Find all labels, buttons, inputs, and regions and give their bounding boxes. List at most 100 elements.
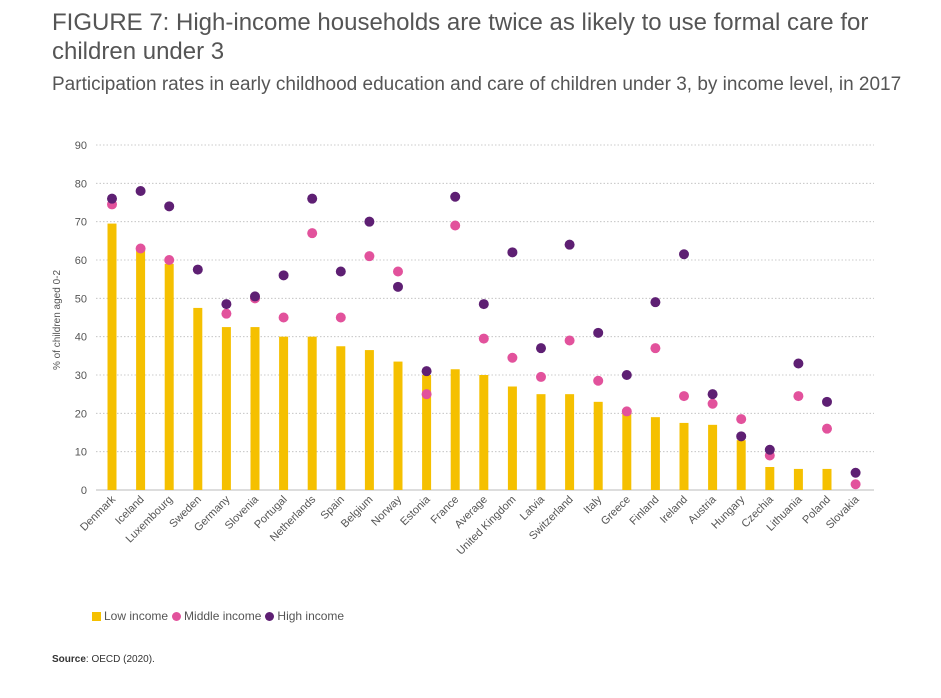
bar-low-income [536,394,546,490]
y-tick-label: 60 [75,255,87,267]
dot-high-income [650,297,661,308]
bar-low-income [765,467,775,490]
dot-middle-income [736,414,747,425]
bar-low-income [364,350,374,490]
bar-low-income [622,409,632,490]
dot-middle-income [307,228,318,239]
dot-middle-income [850,479,861,490]
bar-low-income [250,327,260,490]
dot-middle-income [564,335,575,346]
x-tick-label: Italy [582,493,605,516]
dot-high-income [450,191,461,202]
x-tick-label: Norway [369,493,404,528]
bar-low-income [679,422,689,490]
dot-middle-income [593,375,604,386]
dot-middle-income [822,423,832,434]
legend: Low income Middle income High income [92,609,348,623]
x-tick-label: Estonia [398,493,433,528]
y-tick-label: 20 [75,408,87,420]
bar-low-income [422,375,432,490]
dot-middle-income [536,371,546,382]
bar-low-income [479,375,489,490]
y-tick-label: 40 [75,332,87,344]
bar-low-income [708,424,718,490]
source-text: : OECD (2020). [85,654,155,665]
figure-subtitle: Participation rates in early childhood e… [52,74,902,95]
dot-high-income [850,467,861,478]
dot-middle-income [650,343,661,354]
dot-high-income [679,249,689,260]
legend-item-middle: Middle income [172,609,261,623]
dot-high-income [364,216,375,227]
high-income-dots [107,186,861,478]
source-label: Source [52,654,86,665]
dot-high-income [793,358,804,369]
dot-high-income [764,444,775,455]
x-tick-label: Finland [628,494,662,528]
dot-high-income [192,264,203,275]
middle-income-dots [107,199,861,490]
dot-high-income [278,270,289,281]
source-note: Source: OECD (2020). [52,654,155,665]
y-tick-label: 30 [75,370,87,382]
dot-middle-income [621,406,632,417]
bar-low-income [736,440,746,490]
bar-low-income [593,401,603,490]
dot-middle-income [478,333,489,344]
y-tick-label: 50 [75,293,87,305]
low-income-bars [107,223,832,491]
dot-high-income [707,389,718,400]
dot-middle-income [450,220,461,231]
legend-item-low: Low income [92,609,168,623]
y-tick-label: 80 [75,178,87,190]
participation-chart: 0 10 20 30 40 50 60 70 80 90 % of children aged 0… [52,140,874,557]
dot-high-income [421,366,432,377]
y-tick-label: 90 [75,140,87,152]
bar-low-income [107,223,117,491]
bar-low-income [650,417,660,490]
bar-low-income [193,307,203,490]
dot-high-income [593,327,604,338]
legend-label-middle: Middle income [184,609,262,623]
y-axis-ticks: 0 10 20 30 40 50 60 70 80 90 [75,140,87,497]
legend-item-high: High income [265,609,344,623]
bar-low-income [307,336,317,490]
bar-low-income [822,468,832,490]
y-tick-label: 10 [75,447,87,459]
dot-middle-income [221,308,232,319]
dot-middle-income [507,352,518,363]
legend-label-high: High income [277,609,345,623]
dot-middle-income [679,391,689,402]
dot-middle-income [135,243,146,254]
dot-high-income [135,186,146,196]
dot-middle-income [421,389,432,400]
bar-low-income [507,386,517,490]
dot-high-income [107,193,117,204]
bar-low-income [565,394,575,490]
bar-low-income [393,361,403,490]
dot-middle-income [335,312,346,323]
x-tick-label: Ireland [658,494,690,526]
bar-low-income [136,250,146,490]
bar-low-income [793,468,803,490]
legend-swatch-low [92,611,101,621]
dot-high-income [307,193,318,204]
bar-low-income [336,346,346,490]
x-tick-label: Greece [599,494,633,528]
dot-high-income [621,370,632,380]
bar-low-income [221,327,231,490]
bar-low-income [164,263,174,490]
dot-high-income [536,343,546,354]
dot-middle-income [164,255,175,265]
x-axis-labels: DenmarkIcelandLuxembourgSwedenGermanySlo… [78,493,862,557]
dot-middle-income [278,312,289,323]
legend-swatch-middle [172,611,182,621]
dot-high-income [736,431,747,442]
legend-label-low: Low income [104,609,169,623]
dot-high-income [221,299,232,310]
y-axis-label: % of children aged 0-2 [52,270,63,371]
dot-high-income [564,239,575,250]
dot-high-income [393,281,403,292]
dot-high-income [478,299,489,310]
y-tick-label: 70 [75,217,87,229]
